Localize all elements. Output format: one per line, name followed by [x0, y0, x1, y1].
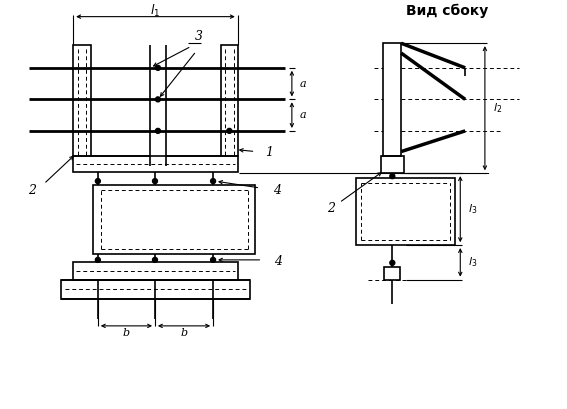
Bar [73, 45, 91, 157]
Circle shape [153, 257, 158, 262]
Bar [93, 185, 255, 254]
Text: b: b [180, 328, 188, 338]
Circle shape [390, 261, 395, 265]
Text: Вид сбоку: Вид сбоку [407, 4, 489, 18]
Text: 2: 2 [327, 202, 335, 215]
Text: $l_2$: $l_2$ [493, 101, 502, 115]
Circle shape [227, 128, 232, 133]
Text: a: a [300, 79, 306, 89]
Bar [384, 267, 400, 280]
Bar [380, 157, 404, 173]
Text: 2: 2 [28, 184, 36, 198]
Text: 1: 1 [265, 146, 273, 159]
Circle shape [155, 128, 160, 133]
Text: $l_3$: $l_3$ [468, 256, 477, 269]
Bar [383, 43, 401, 157]
Circle shape [390, 174, 395, 179]
Text: 4: 4 [273, 184, 281, 198]
Bar [356, 178, 455, 245]
Circle shape [95, 257, 100, 262]
Circle shape [210, 257, 215, 262]
Circle shape [210, 179, 215, 184]
Text: 4: 4 [274, 255, 282, 268]
Text: b: b [123, 328, 130, 338]
Bar [73, 262, 238, 280]
Text: $l_1$: $l_1$ [150, 3, 160, 19]
Circle shape [155, 97, 160, 102]
Circle shape [155, 65, 160, 70]
Bar [221, 45, 238, 157]
Circle shape [153, 179, 158, 184]
Text: $l_3$: $l_3$ [468, 202, 477, 216]
Circle shape [95, 179, 100, 184]
Bar [61, 280, 249, 299]
Text: 3: 3 [195, 30, 204, 43]
Bar [73, 157, 238, 172]
Text: a: a [300, 110, 306, 120]
